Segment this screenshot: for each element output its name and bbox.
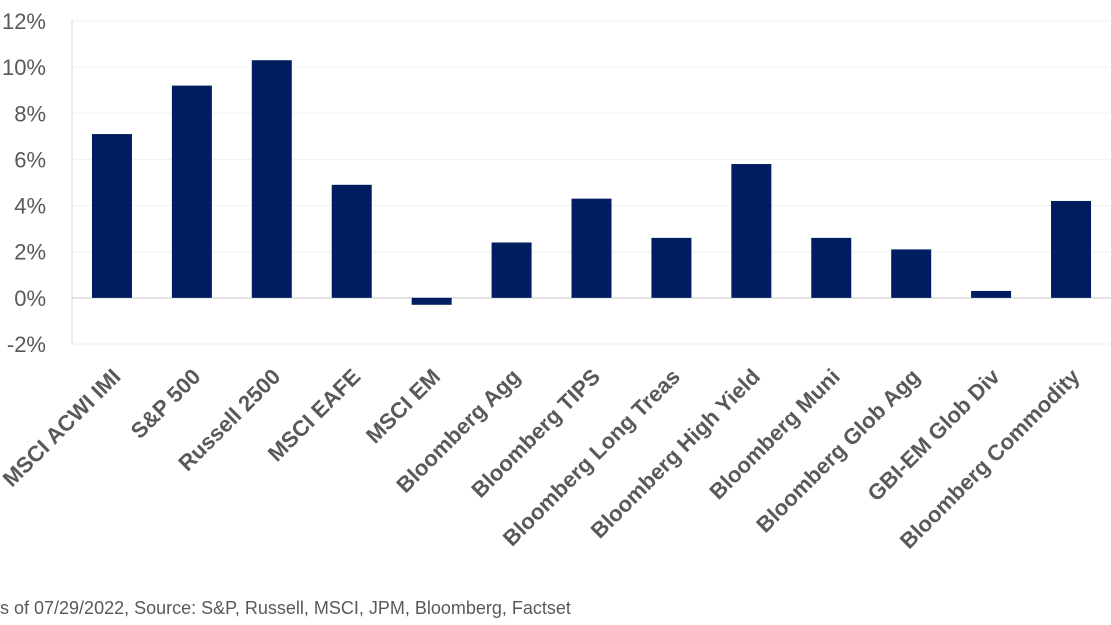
bar (571, 198, 612, 298)
bar (731, 164, 772, 298)
y-tick-label: 12% (2, 9, 46, 34)
bar (971, 290, 1012, 298)
y-tick-label: 8% (14, 101, 46, 126)
x-tick-label: S&P 500 (126, 364, 206, 444)
bar (1051, 200, 1092, 298)
x-tick-label: MSCI EM (361, 364, 445, 448)
x-tick-label: MSCI ACWI IMI (0, 364, 125, 492)
bar (251, 60, 292, 298)
y-tick-label: 6% (14, 147, 46, 172)
source-note: s of 07/29/2022, Source: S&P, Russell, M… (0, 598, 571, 618)
bar (811, 237, 852, 298)
y-axis: 12% 10% 8% 6% 4% 2% 0% -2% (2, 9, 73, 357)
bar (331, 184, 372, 298)
bars (91, 60, 1092, 305)
bar (491, 242, 532, 298)
y-tick-label: -2% (7, 332, 46, 357)
bar (891, 249, 932, 298)
y-tick-label: 4% (14, 194, 46, 219)
y-tick-label: 2% (14, 240, 46, 265)
y-tick-label: 0% (14, 286, 46, 311)
x-tick-label: GBI-EM Glob Div (863, 363, 1006, 506)
bar (171, 85, 212, 298)
bar (651, 237, 692, 298)
bar (91, 134, 132, 298)
x-tick-label: Bloomberg Glob Agg (751, 364, 925, 538)
bar (411, 297, 452, 305)
y-tick-label: 10% (2, 55, 46, 80)
